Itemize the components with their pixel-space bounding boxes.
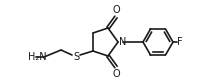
Text: O: O [112,69,119,79]
Text: N: N [118,37,126,47]
Text: H₂N: H₂N [28,52,46,62]
Text: F: F [176,37,182,47]
Text: S: S [73,52,79,62]
Text: O: O [112,5,119,15]
